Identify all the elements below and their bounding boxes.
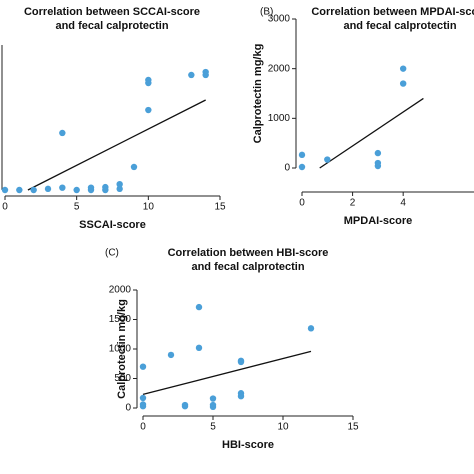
chart-title: and fecal calprotectin	[55, 20, 168, 32]
x-tick-label: 15	[214, 202, 226, 213]
panel-label: (B)	[260, 7, 273, 18]
point	[195, 344, 203, 352]
y-axis-label: Calprotectin mg/kg	[116, 299, 128, 399]
y-tick-label: 1500	[109, 314, 132, 325]
point	[139, 363, 147, 370]
point	[209, 403, 217, 411]
chart-title: and fecal calprotectin	[343, 20, 456, 32]
point	[399, 80, 407, 87]
point	[145, 79, 152, 87]
x-tick-label: 4	[400, 198, 406, 209]
point	[59, 129, 66, 137]
x-tick-label: 0	[140, 422, 146, 433]
chart-title: Correlation between SCCAI-score	[24, 6, 200, 18]
point	[116, 185, 123, 193]
y-tick-label: 2000	[109, 285, 132, 296]
x-tick-label: 10	[143, 202, 155, 213]
y-axis-label: Calprotectin mg/kg	[252, 44, 264, 144]
trend-line	[319, 97, 424, 169]
x-tick-label: 5	[74, 202, 80, 213]
point	[188, 71, 195, 79]
point	[181, 403, 189, 410]
point	[374, 162, 382, 170]
x-tick-label: 0	[2, 202, 8, 213]
point	[298, 151, 306, 159]
point	[116, 181, 123, 188]
point	[209, 395, 217, 402]
point	[73, 186, 80, 194]
panel-label: (C)	[105, 248, 119, 259]
point	[30, 186, 37, 194]
point	[324, 156, 331, 163]
x-tick-label: 10	[277, 422, 289, 433]
y-tick-label: 500	[114, 373, 131, 384]
x-axis-label: SSCAI-score	[79, 219, 146, 231]
point	[202, 71, 209, 79]
y-tick-label: 0	[284, 163, 290, 174]
x-axis-label: MPDAI-score	[344, 215, 412, 227]
point	[195, 303, 203, 311]
point	[374, 149, 382, 157]
chart-title: Correlation between MPDAI-score	[311, 6, 474, 18]
point	[44, 185, 52, 193]
y-tick-label: 1000	[109, 344, 132, 355]
point	[167, 351, 175, 359]
x-axis-label: HBI-score	[222, 439, 274, 451]
x-tick-label: 5	[210, 422, 216, 433]
point	[139, 403, 147, 410]
point	[307, 325, 315, 332]
point	[145, 106, 152, 114]
y-tick-label: 0	[125, 403, 131, 414]
y-tick-label: 3000	[268, 14, 291, 25]
point	[59, 184, 66, 191]
point	[298, 163, 306, 171]
chart-title: and fecal calprotectin	[191, 261, 304, 273]
point	[102, 183, 109, 191]
point	[139, 394, 147, 402]
x-tick-label: 2	[350, 198, 356, 209]
point	[1, 186, 9, 194]
y-tick-label: 1000	[268, 113, 291, 124]
y-tick-label: 2000	[268, 63, 291, 74]
point	[16, 186, 23, 194]
trend-line	[142, 350, 312, 396]
point	[237, 358, 245, 366]
point	[87, 184, 95, 191]
point	[130, 163, 138, 171]
x-tick-label: 0	[299, 198, 305, 209]
chart-title: Correlation between HBI-score	[168, 247, 329, 259]
x-tick-label: 15	[347, 422, 359, 433]
trend-line	[27, 99, 206, 191]
point	[237, 393, 245, 400]
point	[399, 65, 407, 72]
